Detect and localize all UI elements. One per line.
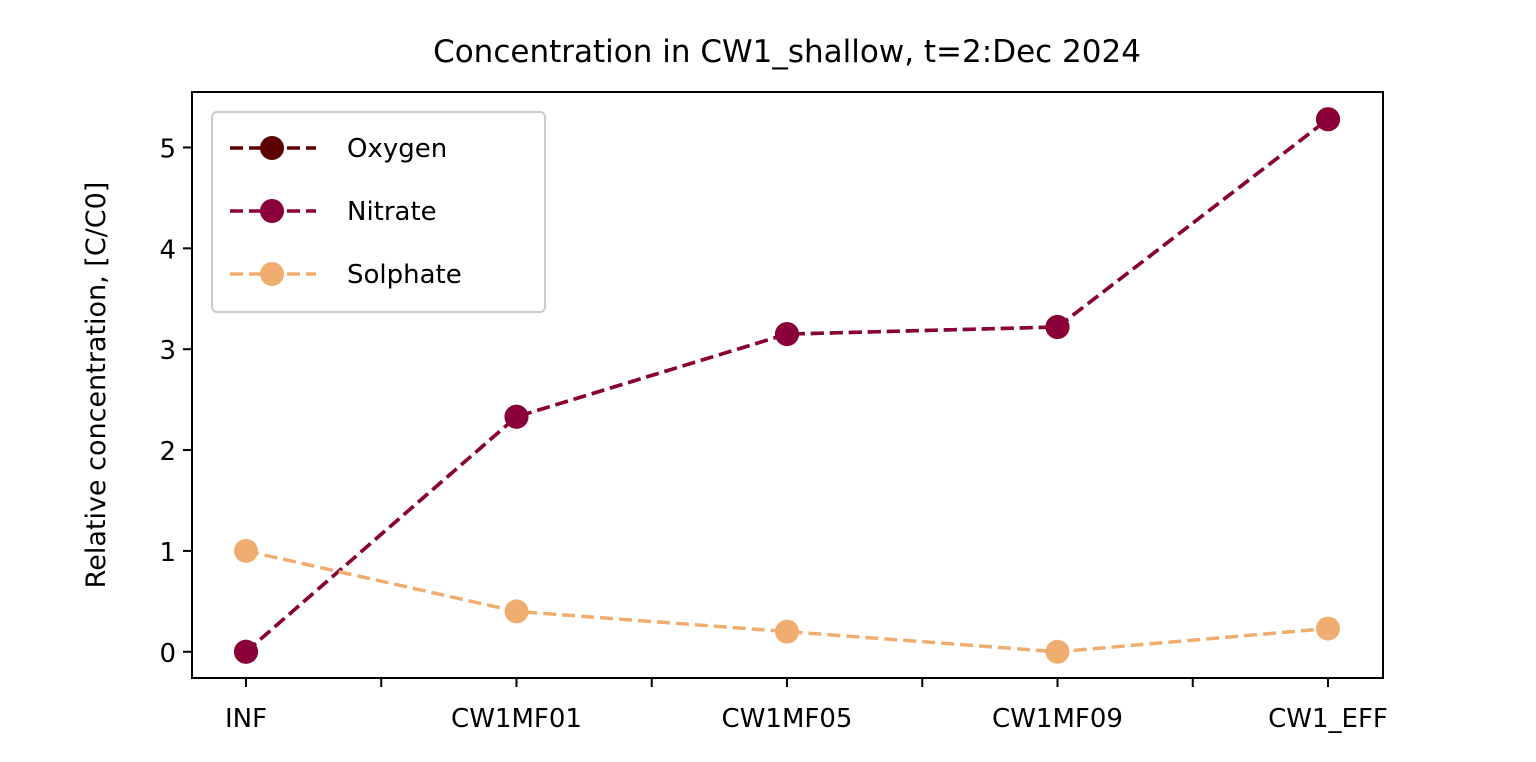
- data-point-solphate: [504, 599, 529, 624]
- data-point-solphate: [1316, 616, 1340, 641]
- y-tick-label: 2: [159, 437, 176, 467]
- y-tick-label: 5: [159, 134, 176, 164]
- y-tick-label: 3: [159, 336, 176, 366]
- data-point-nitrate: [775, 322, 799, 347]
- plot-area: 0 1 2 3 4 5 INF CW1MF01 CW1MF05 CW1MF09 CW1_EFF: [159, 91, 1388, 734]
- x-tick-label: CW1_EFF: [1268, 704, 1388, 734]
- legend-box: [211, 111, 546, 313]
- x-tick-label: CW1MF05: [722, 704, 853, 734]
- x-tick-label: INF: [225, 704, 267, 734]
- y-tick-label: 0: [159, 639, 176, 669]
- legend-marker-oxygen: [260, 136, 284, 160]
- data-point-nitrate: [1045, 315, 1070, 340]
- data-point-solphate: [234, 538, 258, 563]
- data-point-nitrate: [504, 404, 529, 429]
- data-point-solphate: [1045, 639, 1070, 664]
- x-tick-label: CW1MF09: [992, 704, 1123, 734]
- y-tick-label: 1: [159, 538, 176, 568]
- legend-marker-solphate: [260, 262, 284, 286]
- chart-title: Concentration in CW1_shallow, t=2:Dec 20…: [433, 34, 1141, 70]
- legend-marker-nitrate: [260, 199, 284, 223]
- legend: Oxygen Nitrate Solphate: [211, 111, 546, 313]
- legend-label-solphate: Solphate: [347, 260, 462, 290]
- x-tick-label: CW1MF01: [451, 704, 582, 734]
- series-line-nitrate: [244, 117, 1330, 654]
- data-point-nitrate: [1316, 107, 1340, 132]
- legend-label-oxygen: Oxygen: [347, 134, 447, 164]
- y-tick-label: 4: [159, 235, 176, 265]
- legend-label-nitrate: Nitrate: [347, 197, 437, 227]
- data-point-solphate: [775, 619, 799, 644]
- y-axis-label: Relative concentration, [C/C0]: [81, 182, 112, 589]
- data-point-nitrate: [234, 639, 258, 664]
